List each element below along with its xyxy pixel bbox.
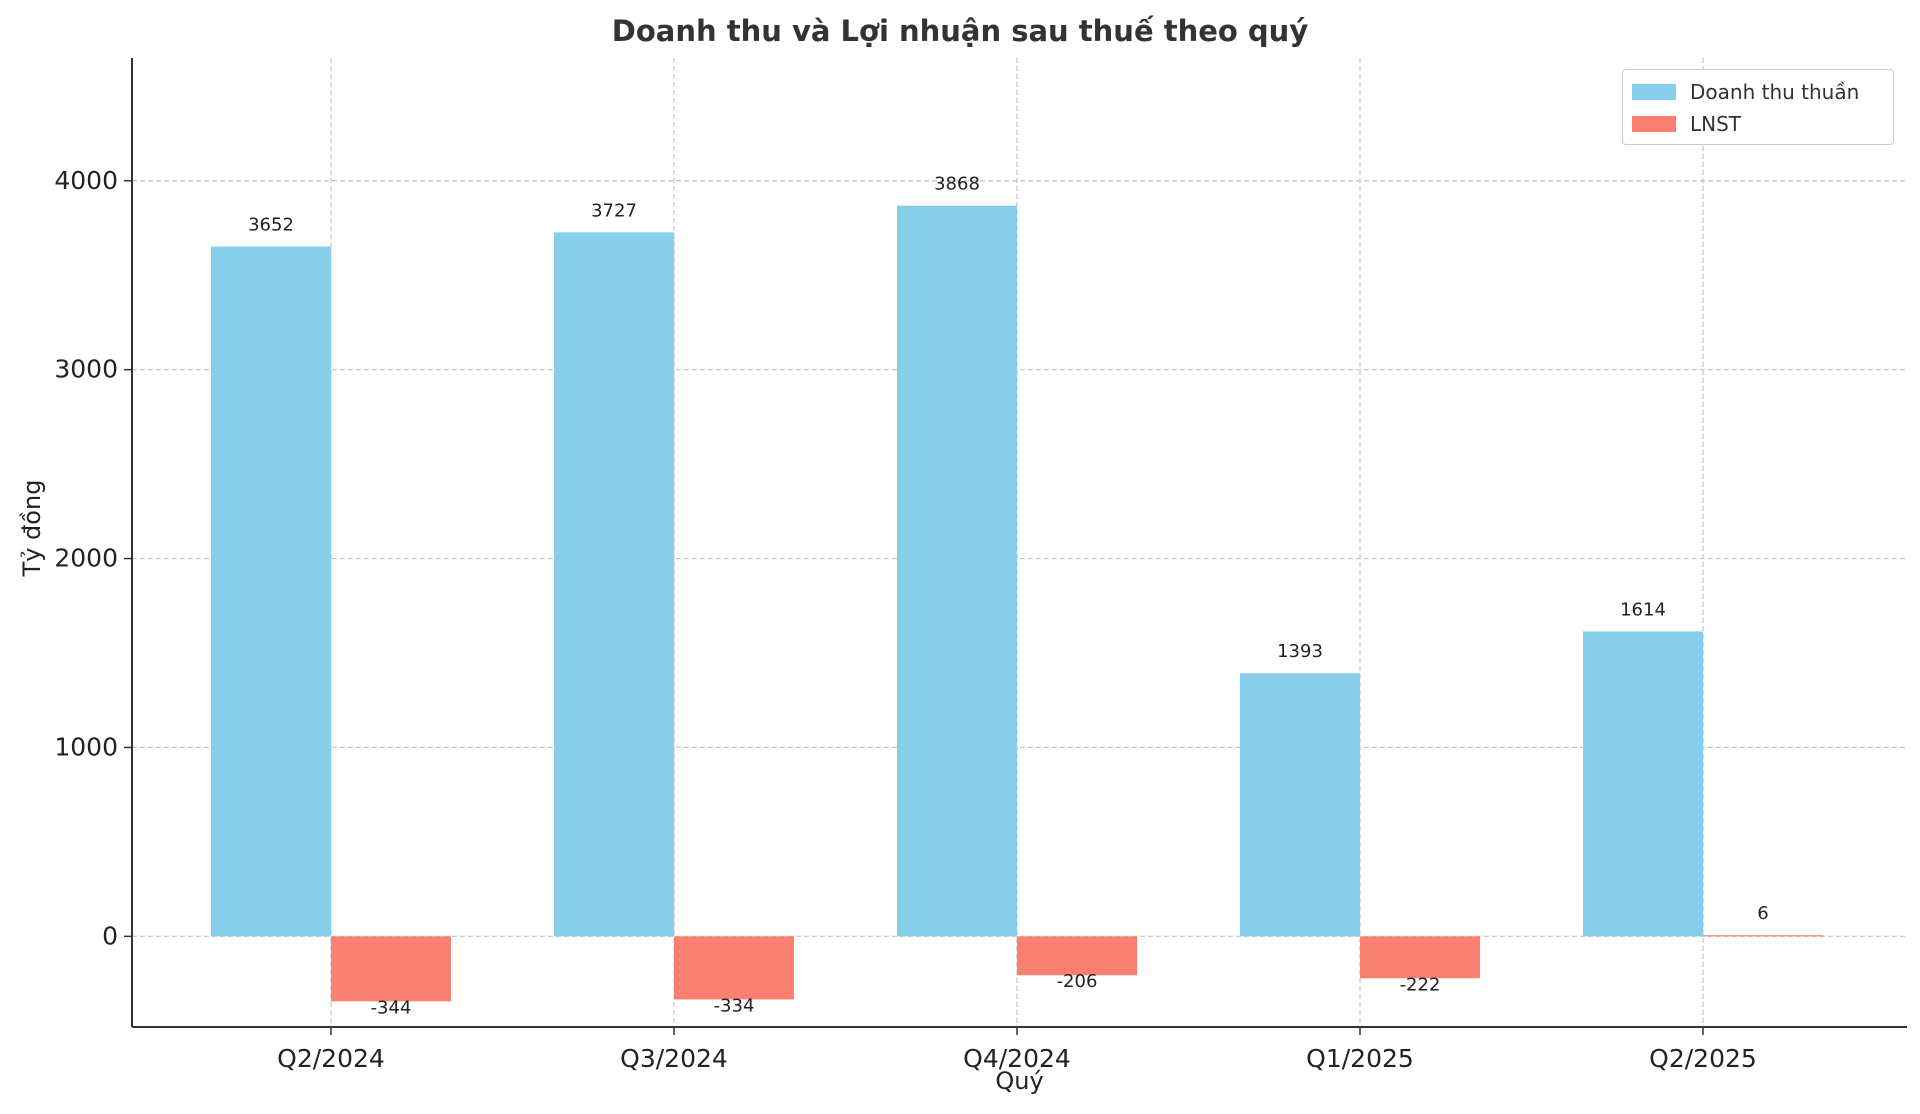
bar-revenue — [1240, 673, 1360, 937]
y-tick-label: 3000 — [54, 355, 118, 384]
data-label-revenue: 3727 — [591, 200, 637, 221]
data-label-revenue: 1393 — [1277, 641, 1323, 662]
bar-profit — [1360, 936, 1480, 979]
data-label-profit: -334 — [714, 995, 755, 1016]
y-axis-title: Tỷ đồng — [18, 479, 46, 577]
legend: Doanh thu thuần LNST — [1622, 69, 1894, 145]
bar-profit — [1017, 936, 1137, 976]
bar-revenue — [554, 232, 674, 937]
data-label-revenue: 1614 — [1620, 599, 1666, 620]
legend-swatch-revenue — [1632, 84, 1676, 100]
x-tick-label: Q2/2025 — [1649, 1044, 1757, 1073]
legend-label-profit: LNST — [1690, 112, 1742, 136]
legend-swatch-profit — [1632, 116, 1676, 132]
data-label-revenue: 3868 — [934, 174, 980, 195]
legend-label-revenue: Doanh thu thuần — [1690, 80, 1860, 104]
bar-revenue — [897, 205, 1017, 937]
x-axis-title: Quý — [995, 1067, 1044, 1095]
data-label-profit: 6 — [1757, 903, 1768, 924]
x-tick-label: Q4/2024 — [963, 1044, 1071, 1073]
chart-title: Doanh thu và Lợi nhuận sau thuế theo quý — [611, 14, 1309, 48]
bar-profit — [1703, 935, 1823, 937]
y-tick-label: 0 — [102, 921, 118, 950]
y-tick-label: 4000 — [54, 166, 118, 195]
data-label-profit: -206 — [1057, 971, 1098, 992]
bar-revenue — [1583, 631, 1703, 937]
bar-profit — [674, 936, 794, 1000]
axes: 0 1000 2000 3000 4000 Q2/2024 Q3/2024 Q4/2024 Q1… — [54, 58, 1907, 1073]
y-tick-label: 2000 — [54, 544, 118, 573]
x-tick-label: Q1/2025 — [1306, 1044, 1414, 1073]
bars — [211, 205, 1823, 1002]
data-label-profit: -344 — [371, 997, 412, 1018]
x-tick-label: Q3/2024 — [620, 1044, 728, 1073]
y-tick-label: 1000 — [54, 732, 118, 761]
data-label-profit: -222 — [1400, 974, 1441, 995]
legend-item-revenue: Doanh thu thuần — [1632, 80, 1859, 104]
x-tick-label: Q2/2024 — [277, 1044, 385, 1073]
bar-revenue — [211, 246, 331, 937]
data-labels: 3652 3727 3868 1393 1614 -344 -334 -206 -222 6 — [248, 174, 1769, 1019]
bar-profit — [331, 936, 451, 1002]
data-label-revenue: 3652 — [248, 215, 294, 236]
legend-item-profit: LNST — [1632, 112, 1741, 136]
